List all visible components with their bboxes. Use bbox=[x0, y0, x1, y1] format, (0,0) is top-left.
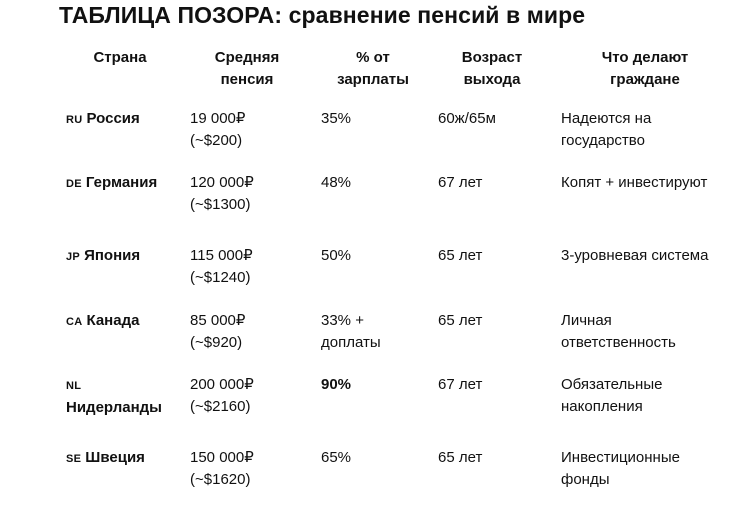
header-pension-line1: Средняя bbox=[214, 49, 280, 66]
header-action-line2: граждане bbox=[610, 71, 680, 88]
table-row-pension: 85 000₽ (~$920) bbox=[190, 310, 245, 354]
pension-rub: 85 000₽ bbox=[190, 312, 246, 329]
table-row-country: CA Канада bbox=[66, 310, 139, 333]
percent-value: 90% bbox=[321, 376, 352, 393]
table-row-age: 67 лет bbox=[438, 172, 482, 194]
header-country: Страна bbox=[90, 47, 150, 69]
pension-usd: (~$1240) bbox=[190, 269, 251, 286]
percent-value: 35% bbox=[321, 110, 352, 127]
age-value: 67 лет bbox=[438, 376, 483, 393]
page-title: ТАБЛИЦА ПОЗОРА: сравнение пенсий в мире bbox=[59, 2, 586, 28]
action-line1: Инвестиционные bbox=[561, 449, 680, 466]
country-code: JP bbox=[66, 251, 81, 263]
age-value: 60ж/65м bbox=[438, 110, 496, 127]
country-code: RU bbox=[66, 114, 83, 126]
header-pension: Средняя пенсия bbox=[200, 47, 294, 91]
table-row-action: Инвестиционные фонды bbox=[561, 447, 680, 491]
table-row-country: JP Япония bbox=[66, 245, 140, 268]
header-pension-line2: пенсия bbox=[220, 71, 274, 88]
table-row-age: 65 лет bbox=[438, 245, 482, 267]
header-age: Возраст выхода bbox=[447, 47, 537, 91]
country-name: DE Германия bbox=[66, 172, 157, 195]
action-line2: фонды bbox=[561, 471, 610, 488]
action-line1: Надеются на bbox=[561, 110, 652, 127]
country-code: DE bbox=[66, 178, 82, 190]
table-row-percent: 50% bbox=[321, 245, 351, 267]
age-value: 65 лет bbox=[438, 312, 483, 329]
table-row-percent: 65% bbox=[321, 447, 351, 469]
percent-value: 50% bbox=[321, 247, 352, 264]
pension-usd: (~$920) bbox=[190, 334, 243, 351]
table-row-country: SE Швеция bbox=[66, 447, 145, 470]
pension-rub: 115 000₽ bbox=[190, 247, 253, 264]
country-label: Россия bbox=[86, 110, 140, 127]
pension-usd: (~$1620) bbox=[190, 471, 251, 488]
table-row-percent: 90% bbox=[321, 374, 351, 396]
country-name: CA Канада bbox=[66, 310, 139, 333]
pension-rub: 200 000₽ bbox=[190, 376, 254, 393]
table-row-pension: 19 000₽ (~$200) bbox=[190, 108, 245, 152]
header-action-line1: Что делают bbox=[601, 49, 689, 66]
header-percent-line2: зарплаты bbox=[337, 71, 409, 88]
table-row-age: 65 лет bbox=[438, 447, 482, 469]
table-row-pension: 115 000₽ (~$1240) bbox=[190, 245, 253, 289]
pension-rub: 120 000₽ bbox=[190, 174, 254, 191]
action-line1: Личная bbox=[561, 312, 612, 329]
country-label: Япония bbox=[84, 247, 141, 264]
percent-note: доплаты bbox=[321, 334, 381, 351]
percent-value: 48% bbox=[321, 174, 352, 191]
action-line1: Обязательные bbox=[561, 376, 663, 393]
country-name: RU Россия bbox=[66, 108, 140, 131]
pension-usd: (~$2160) bbox=[190, 398, 251, 415]
pension-rub: 19 000₽ bbox=[190, 110, 246, 127]
action-line2: ответственность bbox=[561, 334, 676, 351]
header-percent: % от зарплаты bbox=[323, 47, 423, 91]
header-age-line2: выхода bbox=[463, 71, 521, 88]
table-row-percent: 35% bbox=[321, 108, 351, 130]
table-row-percent: 48% bbox=[321, 172, 351, 194]
action-line2: государство bbox=[561, 132, 645, 149]
percent-value: 33% + bbox=[321, 312, 364, 329]
table-row-pension: 200 000₽ (~$2160) bbox=[190, 374, 254, 418]
table-row-country: NL Нидерланды bbox=[66, 374, 162, 419]
table-row-percent: 33% + доплаты bbox=[321, 310, 381, 354]
country-name: SE Швеция bbox=[66, 447, 145, 470]
country-code: NL bbox=[66, 380, 82, 392]
age-value: 65 лет bbox=[438, 449, 483, 466]
table-row-age: 67 лет bbox=[438, 374, 482, 396]
table-row-action: Копят + инвестируют bbox=[561, 172, 707, 194]
action-line1: Копят + инвестируют bbox=[561, 174, 708, 191]
action-line2: накопления bbox=[561, 398, 643, 415]
country-code: CA bbox=[66, 316, 83, 328]
table-row-country: RU Россия bbox=[66, 108, 140, 131]
action-line1: 3-уровневая система bbox=[561, 247, 709, 264]
header-action: Что делают граждане bbox=[580, 47, 710, 91]
table-row-pension: 150 000₽ (~$1620) bbox=[190, 447, 254, 491]
table-row-age: 60ж/65м bbox=[438, 108, 496, 130]
percent-value: 65% bbox=[321, 449, 352, 466]
table-row-pension: 120 000₽ (~$1300) bbox=[190, 172, 254, 216]
pension-rub: 150 000₽ bbox=[190, 449, 254, 466]
country-code-line: NL bbox=[66, 374, 162, 397]
table-row-action: Надеются на государство bbox=[561, 108, 651, 152]
country-label: Канада bbox=[86, 312, 140, 329]
age-value: 65 лет bbox=[438, 247, 483, 264]
country-label: Нидерланды bbox=[66, 399, 162, 416]
table-row-action: Обязательные накопления bbox=[561, 374, 662, 418]
table-row-action: Личная ответственность bbox=[561, 310, 676, 354]
age-value: 67 лет bbox=[438, 174, 483, 191]
country-label: Швеция bbox=[85, 449, 145, 466]
country-name: JP Япония bbox=[66, 245, 140, 268]
pension-usd: (~$1300) bbox=[190, 196, 251, 213]
pension-usd: (~$200) bbox=[190, 132, 243, 149]
country-label: Германия bbox=[85, 174, 158, 191]
header-country-label: Страна bbox=[93, 49, 147, 66]
table-row-country: DE Германия bbox=[66, 172, 157, 195]
country-code: SE bbox=[66, 453, 82, 465]
header-percent-line1: % от bbox=[356, 49, 390, 66]
header-age-line1: Возраст bbox=[461, 49, 523, 66]
table-row-age: 65 лет bbox=[438, 310, 482, 332]
table-row-action: 3-уровневая система bbox=[561, 245, 708, 267]
